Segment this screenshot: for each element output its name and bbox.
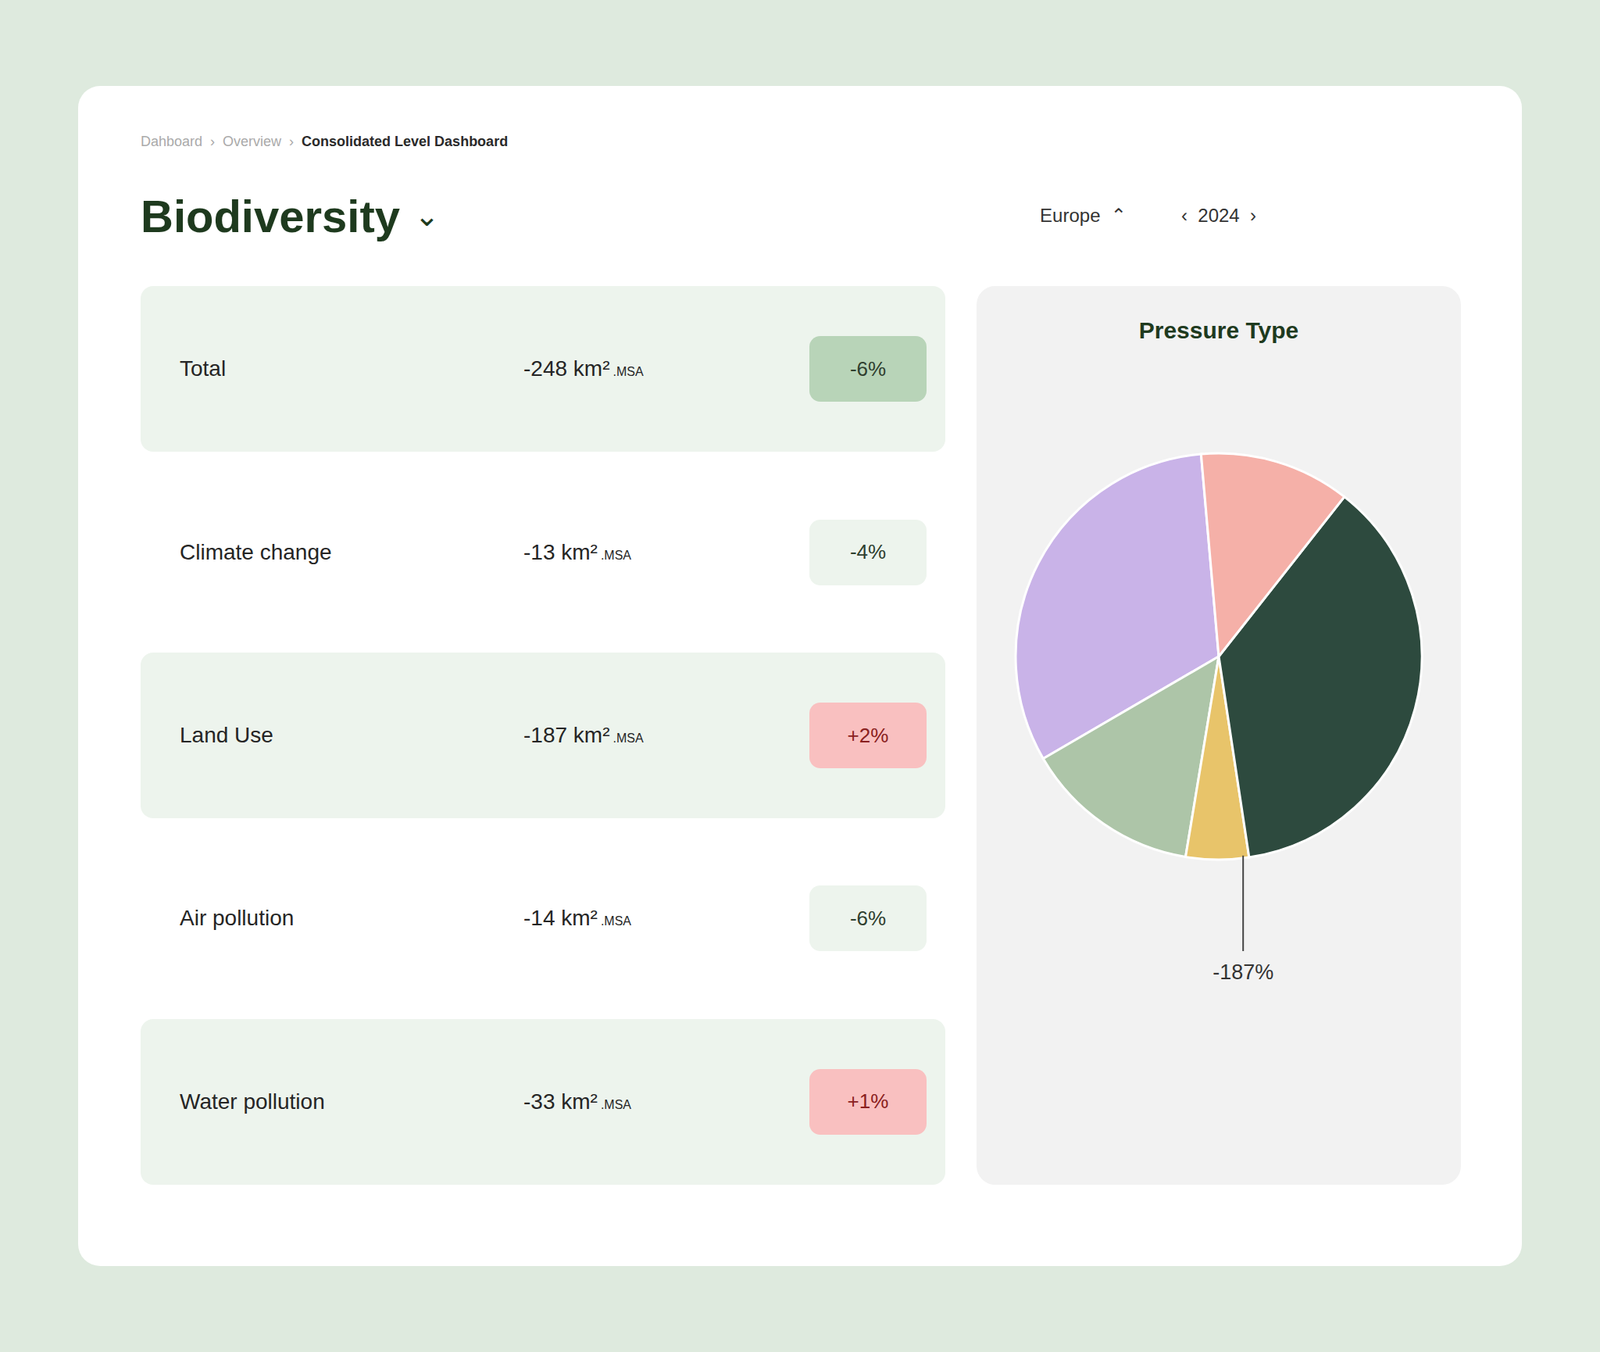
annotation-line [1242,855,1244,951]
row-label: Total [179,356,524,382]
value-text: -33 km² [523,1089,598,1114]
pie-chart: -187% [976,375,1461,1016]
badge-text: +1% [847,1089,890,1114]
title: Biodiversity [140,189,400,243]
table-row: Water pollution-33 km².MSA +1% [140,1018,946,1185]
breadcrumb-path: Dahboard › Overview › [140,133,302,150]
badge-text: -6% [850,906,886,931]
breadcrumb: Dahboard › Overview › Consolidated Level… [140,129,1460,154]
control[interactable]: ‹ 2024 › [1181,204,1257,227]
row-label: Air pollution [179,905,524,931]
card: Dahboard › Overview › Consolidated Level… [78,85,1522,1266]
badge: -6% [809,335,927,402]
badge: -4% [809,519,927,586]
badge-text: +2% [847,723,890,748]
value-suffix: .MSA [612,731,643,745]
annotation: -187% [1212,960,1274,984]
value-suffix: .MSA [600,548,632,562]
value-text: -187 km² [523,722,610,747]
title-chevron[interactable]: ⌄ [406,198,440,233]
body-row: Total-248 km².MSA-6%Climate change-13 km… [140,285,1460,1185]
row-value: -187 km².MSA [523,722,810,748]
value-suffix: .MSA [612,364,643,379]
value-text: -13 km² [523,539,598,565]
badge-text: -6% [850,357,886,382]
pie-slice [1200,453,1344,657]
value-suffix: .MSA [600,914,632,928]
table-row: Climate change-13 km².MSA -4% [140,468,946,635]
row-value: -33 km².MSA [523,1089,810,1115]
row-label: Climate change [179,539,524,565]
row-value: -14 km².MSA [523,905,810,931]
value-text: -248 km² [523,356,610,381]
badge-text: -4% [850,539,886,565]
breadcrumb-current: Consolidated Level Dashboard [301,133,508,150]
badge: +1% [809,1068,927,1135]
badge: +2% [809,702,927,768]
table: Total-248 km².MSA-6%Climate change-13 km… [140,285,946,1185]
table-row: Land Use-187 km².MSA +2% [140,652,946,818]
pie-panel: Pressure Type -187% [976,285,1461,1185]
table-row: Total-248 km².MSA -6% [140,285,946,452]
badge: -6% [809,885,927,951]
title-row: Biodiversity ⌄ Europe ⌃ ‹ 2024 › [140,184,1460,247]
value-text: -14 km² [523,905,598,930]
row-label: Land Use [179,722,524,748]
pie-title: Pressure Type [1139,317,1300,344]
value-suffix: .MSA [600,1097,632,1111]
pie-slices [1015,453,1422,860]
row-value: -248 km².MSA [523,356,810,382]
control[interactable]: Europe ⌃ [1039,204,1127,227]
table-row: Air pollution-14 km².MSA -6% [140,835,946,1001]
row-value: -13 km².MSA [523,539,810,565]
controls: Europe ⌃ ‹ 2024 › [1039,204,1257,227]
row-label: Water pollution [179,1089,524,1115]
